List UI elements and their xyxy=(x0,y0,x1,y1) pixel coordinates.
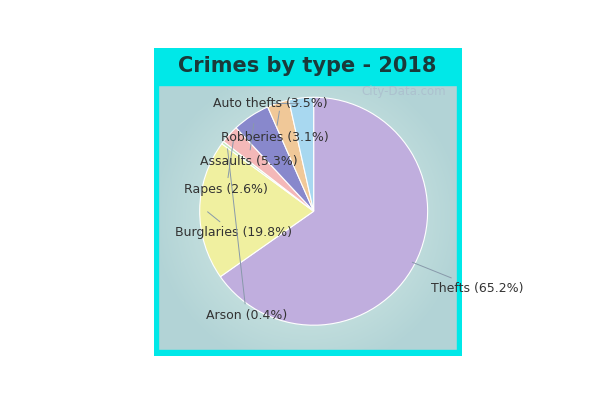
Text: Rapes (2.6%): Rapes (2.6%) xyxy=(184,141,268,196)
Wedge shape xyxy=(289,97,314,211)
Text: Crimes by type - 2018: Crimes by type - 2018 xyxy=(178,56,437,76)
Bar xyxy=(457,48,461,356)
Wedge shape xyxy=(200,144,314,277)
Bar xyxy=(154,48,158,356)
Text: Burglaries (19.8%): Burglaries (19.8%) xyxy=(175,212,292,239)
Bar xyxy=(154,48,461,85)
Wedge shape xyxy=(224,128,314,211)
Wedge shape xyxy=(220,97,428,325)
Text: Auto thefts (3.5%): Auto thefts (3.5%) xyxy=(213,97,328,110)
Wedge shape xyxy=(236,107,314,211)
Text: Assaults (5.3%): Assaults (5.3%) xyxy=(200,124,298,168)
Wedge shape xyxy=(222,142,314,211)
Text: Robberies (3.1%): Robberies (3.1%) xyxy=(221,111,329,144)
Wedge shape xyxy=(268,100,314,211)
Text: Arson (0.4%): Arson (0.4%) xyxy=(206,149,287,322)
Bar xyxy=(154,350,461,356)
Text: Thefts (65.2%): Thefts (65.2%) xyxy=(412,262,523,295)
Bar xyxy=(154,48,461,54)
Text: City-Data.com: City-Data.com xyxy=(361,85,446,98)
